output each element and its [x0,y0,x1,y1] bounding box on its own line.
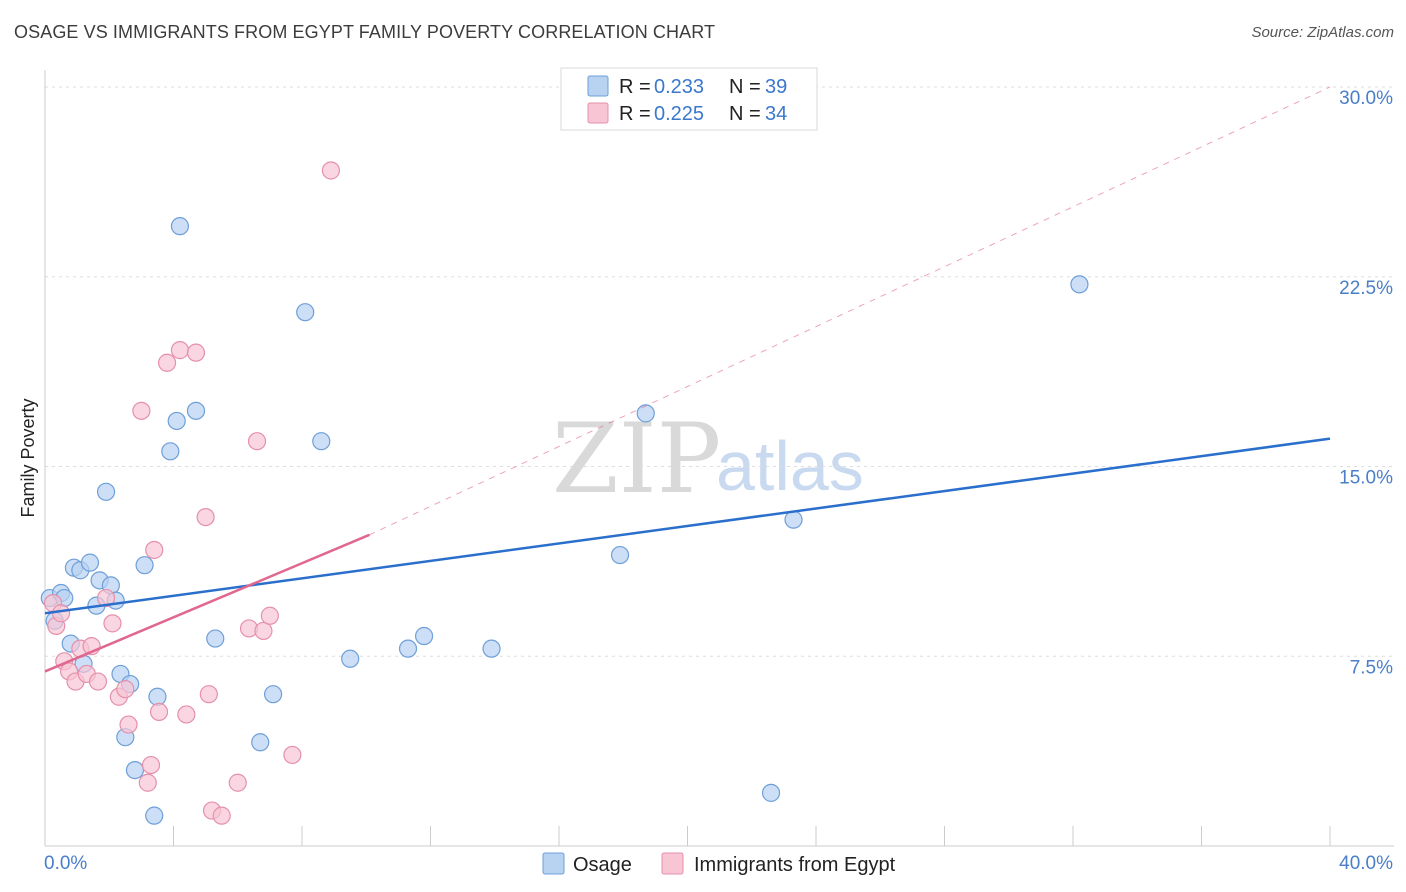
osage-point-35 [636,404,655,423]
egypt-point-14 [119,715,138,734]
osage-point-24 [186,401,206,420]
bottom-legend-egypt: Immigrants from Egypt [694,854,896,876]
osage-point-26 [251,733,270,752]
egypt-point-19 [149,702,169,722]
x-tick-label-max: 40.0% [1339,853,1393,874]
series-osage-points [40,217,1089,825]
egypt-point-15 [132,401,151,420]
y-tick-label-1: 15.0% [1339,468,1393,489]
legend-n-value-egypt: 34 [765,103,787,125]
egypt-trend-extension [369,86,1331,536]
egypt-trend-line [44,533,370,673]
series-egypt-points [43,161,341,825]
osage-point-23 [170,217,190,236]
osage-point-8 [80,553,100,572]
source-credit: Source: ZipAtlas.com [1251,24,1394,41]
legend-n-value-osage: 39 [765,76,787,98]
osage-point-18 [135,556,154,575]
egypt-point-27 [212,806,231,825]
y-tick-labels: 7.5% 15.0% 22.5% 30.0% [1339,88,1393,678]
watermark-zip: ZIP [552,403,721,515]
egypt-point-13 [116,680,135,699]
egypt-point-10 [96,588,116,608]
osage-point-21 [161,442,180,461]
osage-point-17 [125,760,145,780]
osage-point-28 [296,303,315,322]
legend-r-value-osage: 0.233 [654,76,704,98]
bottom-legend-swatch-egypt [661,852,684,875]
egypt-point-23 [186,343,206,362]
egypt-point-20 [157,353,177,372]
egypt-point-24 [196,507,215,527]
osage-point-38 [1070,275,1089,294]
y-axis-title: Family Poverty [18,398,38,517]
egypt-point-2 [51,604,71,623]
bottom-legend-osage: Osage [573,854,632,876]
osage-point-25 [206,629,225,648]
osage-point-31 [398,639,418,658]
egypt-point-18 [145,540,164,560]
legend-r-label-egypt: R = [619,103,651,125]
osage-point-33 [482,639,501,658]
osage-point-29 [312,432,331,451]
y-tick-label-0: 7.5% [1350,657,1393,678]
osage-point-19 [145,806,164,825]
egypt-point-21 [170,341,190,360]
egypt-point-16 [138,773,157,792]
egypt-point-25 [199,685,218,704]
osage-point-11 [96,482,116,501]
osage-point-34 [610,545,630,565]
osage-point-32 [414,626,434,646]
osage-point-22 [167,411,186,431]
egypt-point-34 [321,161,341,180]
osage-point-30 [341,649,360,668]
legend-swatch-egypt [587,102,609,124]
egypt-point-28 [228,773,247,792]
bottom-legend-swatch-osage [542,852,565,875]
legend-r-label-osage: R = [619,76,651,98]
osage-point-20 [148,687,167,706]
egypt-point-33 [283,745,302,765]
y-tick-label-3: 30.0% [1339,88,1393,109]
legend-n-label-osage: N = [729,76,761,98]
x-axis-ticks [173,826,1331,846]
legend-n-label-egypt: N = [729,103,761,125]
osage-point-36 [761,783,781,802]
y-tick-label-2: 22.5% [1339,278,1393,299]
x-tick-label-min: 0.0% [44,853,87,874]
egypt-point-30 [247,432,267,451]
legend-r-value-egypt: 0.225 [654,103,704,125]
series-legend: Osage Immigrants from Egypt [542,852,896,876]
osage-point-37 [784,510,803,529]
chart-title: OSAGE VS IMMIGRANTS FROM EGYPT FAMILY PO… [14,22,716,42]
egypt-point-11 [103,614,122,633]
egypt-point-31 [254,621,273,641]
egypt-point-9 [88,672,108,691]
correlation-legend: R = 0.233 N = 39 R = 0.225 N = 34 [560,67,818,131]
egypt-point-17 [141,755,161,775]
egypt-point-32 [260,606,279,625]
egypt-point-22 [177,705,196,724]
osage-trend-line [44,437,1331,615]
osage-point-27 [263,685,283,704]
legend-swatch-osage [587,75,609,97]
